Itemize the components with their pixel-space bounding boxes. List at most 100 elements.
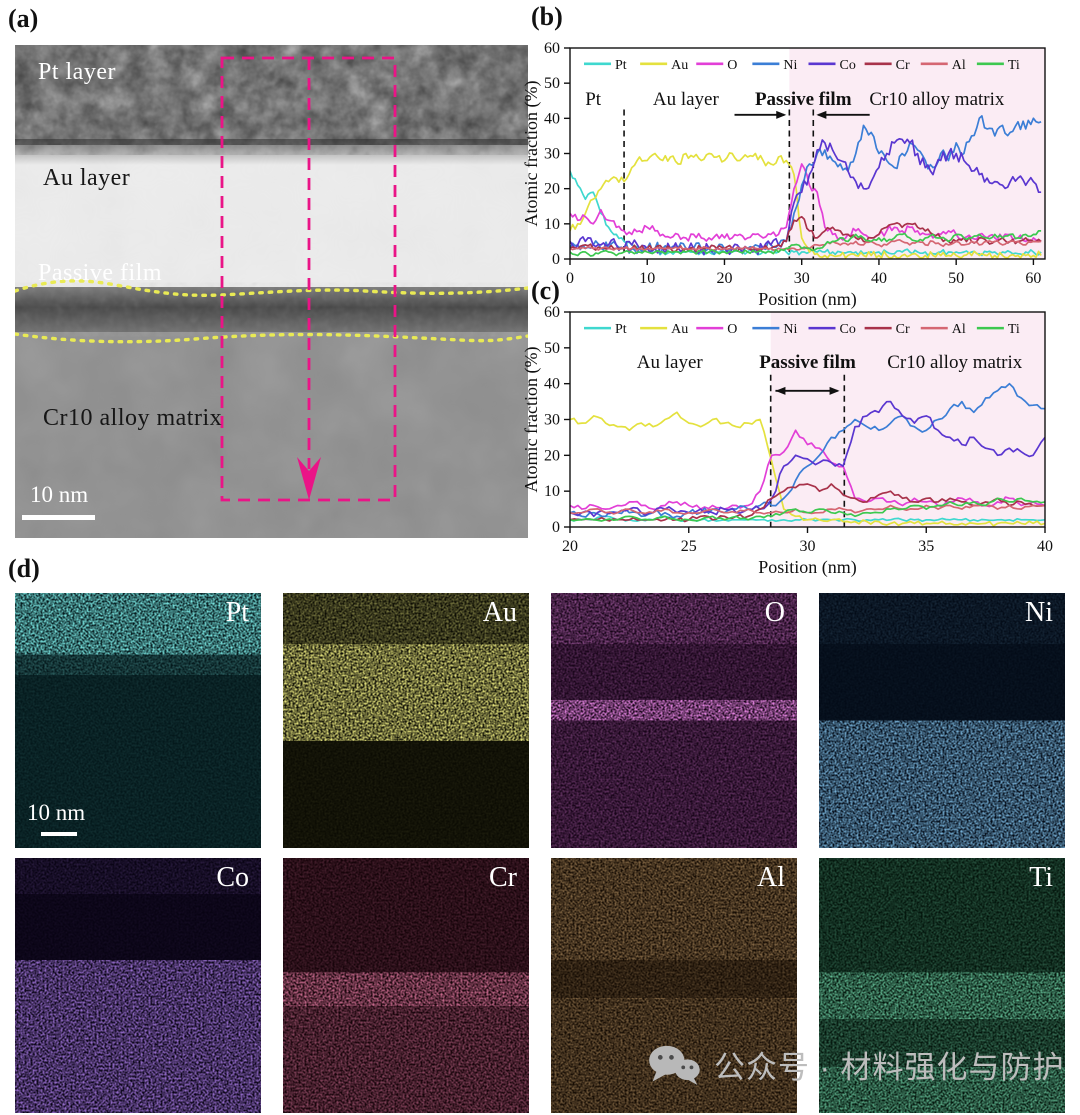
tem-scale-bar bbox=[22, 515, 95, 520]
legend-label-Al: Al bbox=[952, 58, 966, 73]
eds-intensity-band bbox=[819, 1018, 1065, 1068]
y-tick-label: 0 bbox=[552, 251, 560, 268]
eds-map-pt: Pt 10 nm bbox=[15, 593, 261, 848]
y-tick-label: 40 bbox=[544, 110, 560, 127]
x-tick-label: 25 bbox=[681, 538, 697, 555]
tem-scale-bar-text: 10 nm bbox=[30, 482, 89, 507]
x-tick-label: 30 bbox=[794, 270, 810, 287]
eds-map-cr-image bbox=[283, 858, 529, 1113]
eds-intensity-band bbox=[551, 858, 797, 960]
eds-intensity-band bbox=[15, 654, 261, 675]
x-tick-label: 20 bbox=[716, 270, 732, 287]
y-tick-label: 50 bbox=[544, 340, 560, 357]
x-tick-label: 40 bbox=[1037, 538, 1053, 555]
legend-label-Cr: Cr bbox=[896, 322, 910, 337]
eds-map-ti-image bbox=[819, 858, 1065, 1113]
eds-map-pt-image bbox=[15, 593, 261, 848]
y-axis-label: Atomic fraction (%) bbox=[523, 347, 542, 493]
eds-map-cr: Cr bbox=[283, 858, 529, 1113]
eds-map-pt-label: Pt bbox=[225, 597, 249, 628]
eds-map-al-label: Al bbox=[757, 862, 785, 893]
y-axis-label: Atomic fraction (%) bbox=[523, 81, 542, 227]
series-line-Co bbox=[570, 137, 1042, 256]
legend-label-Ni: Ni bbox=[783, 322, 797, 337]
eds-intensity-band bbox=[283, 740, 529, 848]
legend-label-Cr: Cr bbox=[896, 58, 910, 73]
legend-label-O: O bbox=[727, 58, 737, 73]
y-tick-label: 20 bbox=[544, 181, 560, 198]
series-line-Cr bbox=[570, 215, 1042, 253]
eds-map-cr-label: Cr bbox=[489, 862, 517, 893]
eds-intensity-band bbox=[283, 593, 529, 644]
zone-label: Pt bbox=[585, 89, 602, 110]
x-axis-label: Position (nm) bbox=[758, 557, 857, 577]
x-tick-label: 30 bbox=[800, 538, 816, 555]
watermark: 公众号 · 材料强化与防护 bbox=[646, 1042, 1065, 1087]
series-line-Au bbox=[570, 152, 1042, 259]
eds-intensity-band bbox=[283, 1005, 529, 1113]
tem-label-pt-layer: Pt layer bbox=[38, 59, 116, 85]
legend-label-Co: Co bbox=[840, 58, 856, 73]
zone-label: Passive film bbox=[759, 352, 856, 373]
eds-map-o-image bbox=[551, 593, 797, 848]
tem-label-matrix: Cr10 alloy matrix bbox=[43, 405, 223, 431]
linescan-chart-c: 20 25 30 35 40 0 10 20 30 40 50 60 Position (nm) Atom… bbox=[523, 304, 1053, 577]
eds-intensity-band bbox=[283, 972, 529, 1006]
y-tick-label: 60 bbox=[544, 304, 560, 321]
x-tick-label: 60 bbox=[1025, 270, 1041, 287]
y-tick-label: 20 bbox=[544, 447, 560, 464]
eds-map-ti: Ti bbox=[819, 858, 1065, 1113]
panel-c-tag: (c) bbox=[531, 276, 560, 305]
watermark-text: 公众号 · 材料强化与防护 bbox=[714, 1050, 1065, 1085]
eds-map-ti-label: Ti bbox=[1029, 862, 1053, 893]
legend-label-Ti: Ti bbox=[1008, 322, 1020, 337]
eds-intensity-band bbox=[283, 858, 529, 973]
zone-label: Cr10 alloy matrix bbox=[869, 89, 1005, 110]
eds-intensity-band bbox=[551, 644, 797, 701]
tem-label-passive-film: Passive film bbox=[38, 260, 162, 286]
eds-intensity-band bbox=[15, 674, 261, 848]
eds-intensity-band bbox=[551, 720, 797, 848]
roi-scan-box bbox=[220, 56, 397, 502]
legend-label-Ni: Ni bbox=[783, 58, 797, 73]
eds-intensity-band bbox=[551, 960, 797, 999]
eds-map-au: Au bbox=[283, 593, 529, 848]
x-tick-label: 35 bbox=[918, 538, 934, 555]
y-tick-label: 40 bbox=[544, 376, 560, 393]
eds-intensity-band bbox=[819, 720, 1065, 848]
y-tick-label: 30 bbox=[544, 146, 560, 163]
eds-map-au-label: Au bbox=[482, 597, 517, 628]
eds-intensity-band bbox=[15, 960, 261, 1113]
eds-map-o-label: O bbox=[764, 597, 785, 628]
eds-intensity-band bbox=[15, 593, 261, 655]
panel-a-tag: (a) bbox=[8, 4, 39, 33]
legend-label-Ti: Ti bbox=[1008, 58, 1020, 73]
eds-map-au-image bbox=[283, 593, 529, 848]
eds-map-ni-image bbox=[819, 593, 1065, 848]
eds-intensity-band bbox=[551, 700, 797, 721]
legend-label-Pt: Pt bbox=[615, 322, 627, 337]
eds-map-o: O bbox=[551, 593, 797, 848]
series-line-Ni bbox=[570, 382, 1045, 519]
y-tick-label: 60 bbox=[544, 40, 560, 57]
y-tick-label: 10 bbox=[544, 216, 560, 233]
legend-label-Co: Co bbox=[840, 322, 856, 337]
eds-map-co-label: Co bbox=[216, 862, 249, 893]
eds-scale-bar bbox=[41, 832, 77, 836]
eds-intensity-band bbox=[15, 858, 261, 894]
y-tick-label: 10 bbox=[544, 483, 560, 500]
x-axis-label: Position (nm) bbox=[758, 289, 857, 309]
zone-label: Passive film bbox=[755, 89, 852, 110]
linescan-chart-b: 0 10 20 30 40 50 60 0 10 20 30 40 50 60 Position (nm) A… bbox=[523, 40, 1046, 309]
legend-label-Au: Au bbox=[671, 322, 688, 337]
passive-region-shade bbox=[770, 312, 1045, 527]
panel-b-tag: (b) bbox=[531, 2, 563, 31]
tem-cross-section-image: Pt layer Au layer Passive film Cr10 allo… bbox=[15, 45, 528, 538]
x-tick-label: 10 bbox=[639, 270, 655, 287]
x-tick-label: 40 bbox=[871, 270, 887, 287]
eds-intensity-band bbox=[819, 644, 1065, 721]
legend-label-O: O bbox=[727, 322, 737, 337]
series-line-Au bbox=[570, 411, 1045, 527]
eds-map-co: Co bbox=[15, 858, 261, 1113]
y-tick-label: 30 bbox=[544, 412, 560, 429]
